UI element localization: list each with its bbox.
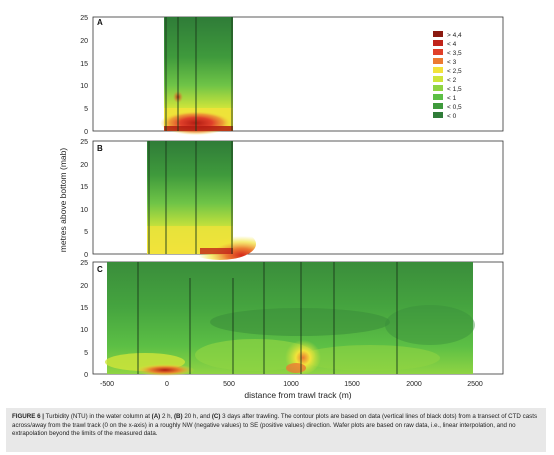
legend: > 4,4 < 4 < 3,5 < 3 < 2,5 < 2 < 1,5 < 1 … (433, 31, 462, 120)
legend-swatch (433, 76, 443, 82)
figure-caption: FIGURE 6 | Turbidity (NTU) in the water … (6, 408, 546, 452)
legend-swatch (433, 40, 443, 46)
panel-b-label: B (97, 144, 103, 153)
legend-swatch (433, 49, 443, 55)
caption-ref-c: (C) (211, 413, 221, 420)
contour-c (105, 262, 475, 376)
contour-b (147, 141, 256, 260)
tick-label: 10 (80, 327, 88, 334)
tick-label: 10 (80, 83, 88, 90)
legend-label: < 2 (447, 77, 457, 84)
tick-label: 20 (80, 38, 88, 45)
legend-swatch (433, 58, 443, 64)
tick-label: 500 (223, 381, 235, 388)
tick-label: 20 (80, 162, 88, 169)
legend-swatch (433, 103, 443, 109)
legend-swatch (433, 67, 443, 73)
panel-b-y-ticks: 25 20 15 10 5 0 (80, 139, 88, 259)
tick-label: 10 (80, 207, 88, 214)
contour-a (160, 17, 233, 135)
caption-text-4: 3 days after trawling. The contour plots… (12, 413, 538, 438)
tick-label: 15 (80, 305, 88, 312)
panel-a-label: A (97, 18, 103, 27)
y-axis-label: metres above bottom (mab) (58, 148, 68, 253)
tick-label: 15 (80, 184, 88, 191)
tick-label: 0 (165, 381, 169, 388)
panel-a: A 25 20 15 10 5 0 > 4,4 < 4 < 3,5 < 3 < … (80, 15, 504, 136)
tick-label: 1000 (283, 381, 299, 388)
legend-label: < 1,5 (447, 86, 462, 93)
legend-swatch (433, 85, 443, 91)
legend-label: < 4 (447, 41, 457, 48)
tick-label: 25 (80, 139, 88, 146)
caption-text-1: Turbidity (NTU) in the water column at (44, 413, 152, 420)
panel-c-y-ticks: 25 20 15 10 5 0 (80, 260, 88, 379)
legend-label: < 3,5 (447, 50, 462, 57)
x-axis-label: distance from trawl track (m) (244, 390, 351, 400)
caption-ref-a: (A) (151, 413, 161, 420)
tick-label: 25 (80, 260, 88, 267)
x-ticks: -500 0 500 1000 1500 2000 2500 (100, 381, 483, 388)
tick-label: 0 (84, 372, 88, 379)
tick-label: -500 (100, 381, 114, 388)
legend-swatch (433, 94, 443, 100)
caption-text-2: 2 h, (160, 413, 174, 420)
tick-label: 25 (80, 15, 88, 22)
tick-label: 20 (80, 283, 88, 290)
legend-label: < 0,5 (447, 104, 462, 111)
tick-label: 2500 (467, 381, 483, 388)
panel-c: C 25 20 15 10 5 0 -500 0 500 1000 1500 2… (80, 260, 504, 400)
legend-label: < 2,5 (447, 68, 462, 75)
legend-label: < 3 (447, 59, 457, 66)
tick-label: 1500 (344, 381, 360, 388)
legend-swatch (433, 31, 443, 37)
caption-text-3: 20 h, and (182, 413, 212, 420)
legend-label: < 0 (447, 113, 457, 120)
legend-label: < 1 (447, 95, 457, 102)
tick-label: 5 (84, 229, 88, 236)
panel-b: B 25 20 15 10 5 0 (80, 139, 504, 260)
tick-label: 5 (84, 106, 88, 113)
tick-label: 2000 (406, 381, 422, 388)
tick-label: 5 (84, 350, 88, 357)
caption-lead: FIGURE 6 | (12, 413, 44, 420)
caption-ref-b: (B) (174, 413, 183, 420)
tick-label: 0 (84, 129, 88, 136)
tick-label: 0 (84, 252, 88, 259)
legend-swatch (433, 112, 443, 118)
legend-label: > 4,4 (447, 32, 462, 39)
tick-label: 15 (80, 61, 88, 68)
panel-c-label: C (97, 265, 103, 274)
panel-a-y-ticks: 25 20 15 10 5 0 (80, 15, 88, 136)
